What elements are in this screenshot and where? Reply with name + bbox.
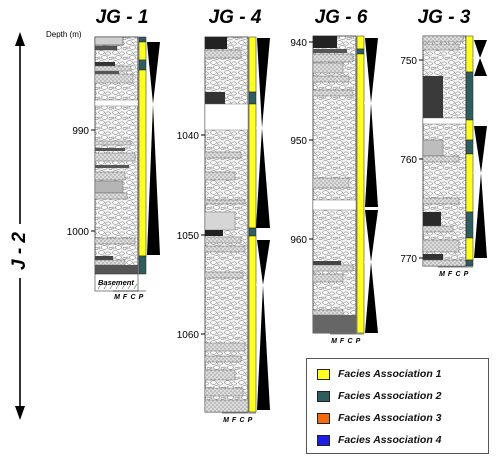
grain-scale-label: C — [130, 294, 136, 301]
well-title: JG - 1 — [96, 7, 149, 28]
grain-scale-label: M — [223, 417, 229, 424]
legend-item-facies-2: Facies Association 2 — [317, 387, 442, 405]
legend-item-facies-4: Facies Association 4 — [317, 431, 442, 449]
grain-scale-label: P — [248, 417, 253, 424]
grain-scale-label: M — [114, 294, 120, 301]
legend-swatch — [317, 368, 330, 380]
section-label: J - 2 — [9, 232, 30, 270]
grain-scale-label: M — [331, 338, 337, 345]
depth-tick: 990 — [72, 126, 89, 137]
well-column-jg6: 940 950 960 M F C P — [290, 35, 379, 345]
legend-swatch — [317, 390, 330, 402]
grain-scale-label: M — [439, 271, 445, 278]
well-column-jg3: 750 760 770 M F C P — [400, 35, 488, 278]
grain-scale-label: P — [464, 271, 469, 278]
depth-tick: 770 — [400, 254, 417, 265]
legend-swatch — [317, 434, 330, 446]
depth-label: Depth (m) — [46, 30, 82, 39]
depth-tick: 760 — [400, 155, 417, 166]
depth-tick: 1050 — [177, 231, 200, 242]
depth-tick: 950 — [290, 136, 307, 147]
basement-label: Basement — [98, 278, 134, 287]
depth-tick: 1040 — [177, 131, 200, 142]
legend-label: Facies Association 1 — [338, 368, 442, 380]
depth-tick: 1000 — [67, 227, 90, 238]
well-title: JG - 6 — [315, 7, 368, 28]
depth-tick: 940 — [290, 38, 307, 49]
legend-item-facies-1: Facies Association 1 — [317, 365, 442, 383]
grain-scale-label: P — [139, 294, 144, 301]
section-arrow: J - 2 — [9, 32, 30, 420]
depth-tick: 960 — [290, 235, 307, 246]
grain-scale-label: C — [455, 271, 461, 278]
depth-tick: 1060 — [177, 330, 200, 341]
legend-label: Facies Association 3 — [338, 412, 442, 424]
well-title: JG - 3 — [418, 7, 471, 28]
grain-scale-label: C — [347, 338, 353, 345]
well-column-jg4: 1040 1050 1060 M F C P — [177, 36, 271, 424]
legend-item-facies-3: Facies Association 3 — [317, 409, 442, 427]
grain-scale-label: F — [123, 294, 128, 301]
grain-scale-label: F — [448, 271, 453, 278]
grain-scale-label: F — [340, 338, 345, 345]
depth-tick: 750 — [400, 56, 417, 67]
legend-swatch — [317, 412, 330, 424]
legend-label: Facies Association 4 — [338, 434, 442, 446]
legend-label: Facies Association 2 — [338, 390, 442, 402]
facies-legend: Facies Association 1 Facies Association … — [306, 358, 489, 454]
well-column-jg1: 990 1000 Basement M F C P — [67, 36, 161, 301]
grain-scale-label: C — [239, 417, 245, 424]
grain-scale-label: F — [232, 417, 237, 424]
grain-scale-label: P — [356, 338, 361, 345]
well-title: JG - 4 — [209, 7, 262, 28]
